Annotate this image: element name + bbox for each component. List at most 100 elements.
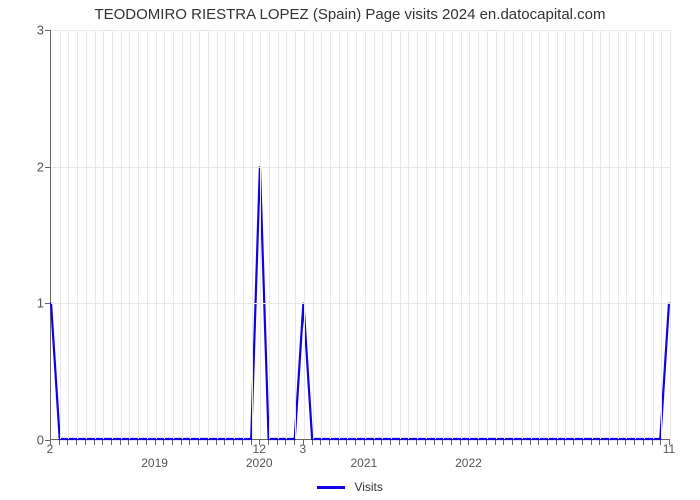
xtick-mark <box>573 440 574 445</box>
gridline-vertical <box>129 30 130 439</box>
ytick-label: 1 <box>4 296 44 311</box>
gridline-vertical <box>190 30 191 439</box>
ytick-mark <box>45 303 50 304</box>
xtick-mark <box>67 440 68 445</box>
xtick-mark <box>442 440 443 445</box>
gridline-vertical <box>60 30 61 439</box>
xtick-mark <box>146 440 147 445</box>
gridline-vertical <box>182 30 183 439</box>
xtick-mark <box>399 440 400 445</box>
xtick-mark <box>451 440 452 445</box>
gridline-vertical <box>391 30 392 439</box>
xtick-mark <box>564 440 565 445</box>
xtick-mark <box>76 440 77 445</box>
xtick-year-label: 2022 <box>455 456 482 470</box>
gridline-vertical <box>574 30 575 439</box>
gridline-vertical <box>121 30 122 439</box>
xtick-value-label: 2 <box>47 442 54 456</box>
xtick-year-label: 2020 <box>246 456 273 470</box>
gridline-vertical <box>112 30 113 439</box>
xtick-mark <box>111 440 112 445</box>
xtick-mark <box>94 440 95 445</box>
xtick-mark <box>338 440 339 445</box>
gridline-vertical <box>356 30 357 439</box>
xtick-mark <box>198 440 199 445</box>
gridline-vertical <box>513 30 514 439</box>
xtick-mark <box>381 440 382 445</box>
xtick-mark <box>373 440 374 445</box>
gridline-vertical <box>452 30 453 439</box>
gridline-vertical <box>592 30 593 439</box>
gridline-vertical <box>531 30 532 439</box>
xtick-mark <box>312 440 313 445</box>
gridline-vertical <box>600 30 601 439</box>
xtick-mark <box>530 440 531 445</box>
ytick-label: 2 <box>4 159 44 174</box>
xtick-mark <box>407 440 408 445</box>
xtick-mark <box>251 440 252 445</box>
gridline-vertical <box>138 30 139 439</box>
xtick-mark <box>599 440 600 445</box>
legend: Visits <box>0 479 700 494</box>
xtick-mark <box>285 440 286 445</box>
gridline-vertical <box>260 30 261 439</box>
xtick-value-label: 12 <box>253 442 266 456</box>
ytick-mark <box>45 167 50 168</box>
line-series <box>51 30 670 439</box>
xtick-mark <box>468 440 469 445</box>
ytick-label: 0 <box>4 433 44 448</box>
gridline-vertical <box>147 30 148 439</box>
xtick-mark <box>102 440 103 445</box>
xtick-mark <box>521 440 522 445</box>
gridline-vertical <box>365 30 366 439</box>
gridline-horizontal <box>51 167 670 168</box>
legend-swatch <box>317 486 345 489</box>
gridline-vertical <box>408 30 409 439</box>
xtick-mark <box>128 440 129 445</box>
xtick-mark <box>503 440 504 445</box>
xtick-mark <box>591 440 592 445</box>
legend-label: Visits <box>354 480 382 494</box>
gridline-vertical <box>252 30 253 439</box>
xtick-mark <box>486 440 487 445</box>
gridline-vertical <box>269 30 270 439</box>
xtick-mark <box>460 440 461 445</box>
ytick-mark <box>45 30 50 31</box>
chart-container: TEODOMIRO RIESTRA LOPEZ (Spain) Page vis… <box>0 0 700 500</box>
gridline-vertical <box>243 30 244 439</box>
xtick-mark <box>634 440 635 445</box>
gridline-vertical <box>557 30 558 439</box>
xtick-value-label: 11 <box>663 442 675 456</box>
xtick-mark <box>425 440 426 445</box>
gridline-vertical <box>469 30 470 439</box>
gridline-horizontal <box>51 30 670 31</box>
xtick-mark <box>547 440 548 445</box>
gridline-vertical <box>426 30 427 439</box>
xtick-mark <box>355 440 356 445</box>
gridline-vertical <box>382 30 383 439</box>
gridline-vertical <box>286 30 287 439</box>
xtick-mark <box>320 440 321 445</box>
gridline-vertical <box>443 30 444 439</box>
xtick-mark <box>268 440 269 445</box>
gridline-vertical <box>103 30 104 439</box>
gridline-vertical <box>156 30 157 439</box>
gridline-vertical <box>626 30 627 439</box>
gridline-vertical <box>321 30 322 439</box>
gridline-vertical <box>504 30 505 439</box>
gridline-vertical <box>225 30 226 439</box>
xtick-mark <box>120 440 121 445</box>
xtick-mark <box>495 440 496 445</box>
gridline-vertical <box>644 30 645 439</box>
gridline-horizontal <box>51 303 670 304</box>
xtick-mark <box>216 440 217 445</box>
xtick-mark <box>59 440 60 445</box>
chart-title: TEODOMIRO RIESTRA LOPEZ (Spain) Page vis… <box>0 6 700 23</box>
xtick-mark <box>346 440 347 445</box>
gridline-vertical <box>539 30 540 439</box>
gridline-vertical <box>86 30 87 439</box>
xtick-mark <box>181 440 182 445</box>
gridline-vertical <box>496 30 497 439</box>
gridline-vertical <box>95 30 96 439</box>
xtick-mark <box>277 440 278 445</box>
